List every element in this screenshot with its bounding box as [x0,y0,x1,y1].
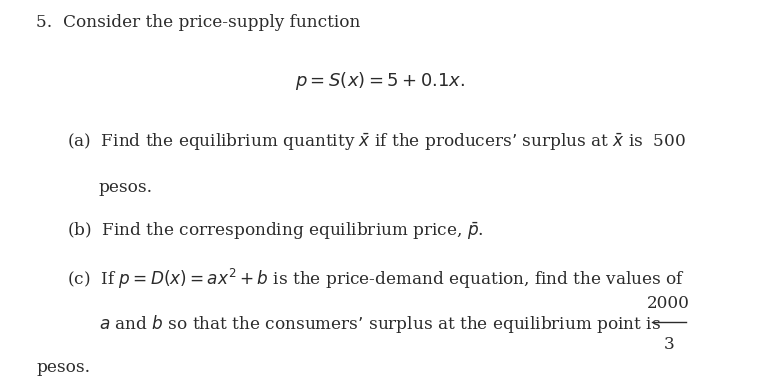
Text: 2000: 2000 [648,295,690,312]
Text: $a$ and $b$ so that the consumers’ surplus at the equilibrium point is: $a$ and $b$ so that the consumers’ surpl… [99,313,661,336]
Text: (a)  Find the equilibrium quantity $\bar{x}$ if the producers’ surplus at $\bar{: (a) Find the equilibrium quantity $\bar{… [67,132,686,154]
Text: $p = S(x) = 5 + 0.1x.$: $p = S(x) = 5 + 0.1x.$ [295,70,465,92]
Text: 3: 3 [663,336,674,353]
Text: pesos.: pesos. [36,359,90,376]
Text: pesos.: pesos. [99,178,153,195]
Text: 5.  Consider the price-supply function: 5. Consider the price-supply function [36,14,361,31]
Text: (c)  If $p = D(x) = ax^2 + b$ is the price-demand equation, find the values of: (c) If $p = D(x) = ax^2 + b$ is the pric… [67,267,685,291]
Text: (b)  Find the corresponding equilibrium price, $\bar{p}$.: (b) Find the corresponding equilibrium p… [67,220,483,242]
